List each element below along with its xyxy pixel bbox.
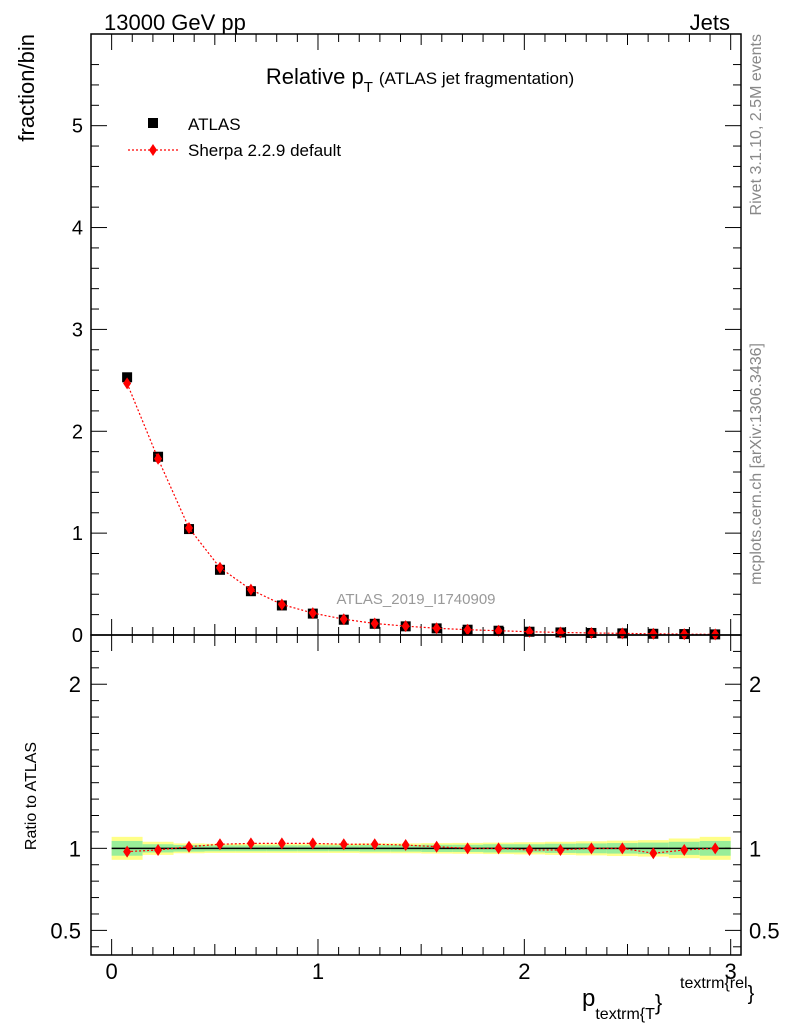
sherpa-point: [246, 583, 255, 596]
sherpa-ratio-point: [556, 843, 565, 856]
sherpa-point: [587, 626, 596, 639]
header-right: Jets: [690, 10, 730, 35]
legend-sherpa-label: Sherpa 2.2.9 default: [188, 141, 341, 160]
sherpa-ratio-point: [680, 843, 689, 856]
legend-sherpa-marker: [149, 144, 157, 156]
header-left: 13000 GeV pp: [104, 10, 246, 35]
analysis-watermark: ATLAS_2019_I1740909: [336, 591, 495, 608]
main-ytick-label: 4: [72, 218, 83, 240]
sherpa-point: [432, 622, 441, 635]
xlabel-brace: }: [655, 990, 662, 1015]
ratio-axes: 0.5 0.5 1 1 2 2 0 1 2 3: [50, 635, 780, 984]
sherpa-point: [277, 598, 286, 611]
sherpa-point: [123, 377, 132, 390]
xlabel-sub: textrm{T: [595, 1006, 655, 1023]
atlas-data-point: [122, 372, 133, 383]
sherpa-ratio-point: [185, 840, 194, 853]
main-title: Relative pT (ATLAS jet fragmentation): [266, 64, 574, 96]
xlabel-main: p: [582, 985, 595, 1012]
main-title-text: Relative p: [266, 64, 364, 89]
sherpa-point: [649, 627, 658, 640]
ratio-xtick-label: 2: [518, 959, 530, 984]
sherpa-line: [126, 383, 716, 635]
ratio-xtick-label: 1: [312, 959, 324, 984]
ratio-ytick-label-left: 0.5: [50, 918, 81, 943]
main-ytick-label: 2: [72, 421, 83, 443]
sherpa-point: [401, 620, 410, 633]
sherpa-ratio-point: [123, 845, 132, 858]
legend: ATLAS Sherpa 2.2.9 default: [128, 115, 341, 160]
sherpa-ratio-point: [154, 843, 163, 856]
main-title-suffix: (ATLAS jet fragmentation): [379, 69, 574, 88]
ratio-panel-frame: [90, 634, 742, 956]
ratio-xtick-label: 0: [106, 959, 118, 984]
xlabel-superscript: textrm{rel}: [680, 975, 755, 1005]
sherpa-ratio-point: [463, 842, 472, 855]
side-label-bottom: mcplots.cern.ch [arXiv:1306.3436]: [748, 343, 765, 585]
sherpa-ratio-point: [525, 843, 534, 856]
main-ylabel: fraction/bin: [14, 34, 39, 142]
ratio-series-layer: [123, 837, 720, 860]
sherpa-ratio-point: [215, 838, 224, 851]
xlabel-sup-brace: }: [748, 983, 755, 1005]
sherpa-ratio-point: [618, 842, 627, 855]
sherpa-point: [308, 607, 317, 620]
ratio-xtick-label: 3: [725, 959, 737, 984]
xlabel-sup: textrm{rel: [680, 975, 748, 992]
ratio-ytick-label-left: 2: [69, 672, 81, 697]
main-ytick-label: 3: [72, 319, 83, 341]
sherpa-point: [680, 628, 689, 641]
sherpa-ratio-point: [339, 838, 348, 851]
sherpa-ratio-point: [246, 837, 255, 850]
side-label-top: Rivet 3.1.10, 2.5M events: [748, 34, 765, 215]
sherpa-point: [494, 624, 503, 637]
main-title-sub: T: [364, 79, 373, 96]
sherpa-point: [185, 522, 194, 535]
ratio-ytick-label-right: 2: [749, 672, 761, 697]
ratio-ytick-label-right: 0.5: [749, 918, 780, 943]
sherpa-ratio-point: [308, 837, 317, 850]
sherpa-point: [339, 613, 348, 626]
main-axes: 0 1 2 3 4 5: [72, 34, 741, 647]
ratio-ytick-label-left: 1: [69, 836, 81, 861]
sherpa-point: [215, 561, 224, 574]
sherpa-point: [370, 617, 379, 630]
sherpa-ratio-point: [401, 839, 410, 852]
sherpa-ratio-point: [587, 842, 596, 855]
ratio-ytick-label-right: 1: [749, 836, 761, 861]
sherpa-ratio-point: [494, 842, 503, 855]
main-ytick-label: 5: [72, 116, 83, 138]
sherpa-point: [618, 627, 627, 640]
legend-atlas-marker: [148, 118, 158, 128]
sherpa-point: [463, 623, 472, 636]
main-ytick-label: 1: [72, 523, 83, 545]
sherpa-ratio-point: [370, 838, 379, 851]
sherpa-ratio-point: [432, 840, 441, 853]
ratio-ylabel: Ratio to ATLAS: [23, 742, 40, 850]
main-ytick-label: 0: [72, 625, 83, 647]
sherpa-ratio-point: [649, 847, 658, 860]
sherpa-ratio-point: [277, 837, 286, 850]
legend-atlas-label: ATLAS: [188, 115, 241, 134]
xlabel: ptextrm{T}: [582, 985, 662, 1023]
sherpa-point: [154, 452, 163, 465]
sherpa-ratio-point: [711, 842, 720, 855]
